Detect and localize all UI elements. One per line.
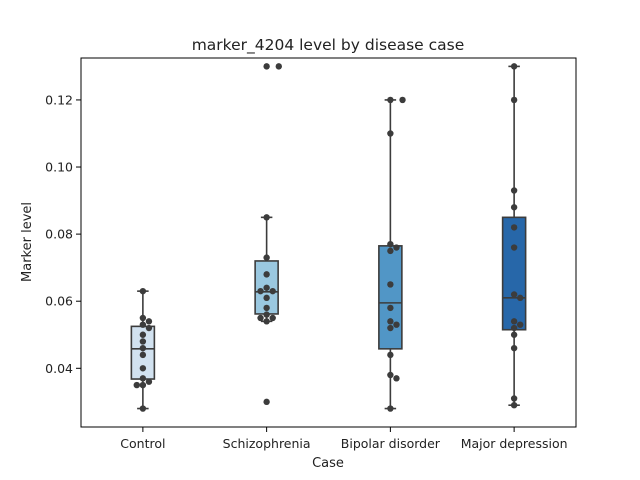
data-point (510, 224, 518, 231)
data-point (257, 287, 264, 295)
data-point (139, 375, 147, 382)
data-point (269, 314, 276, 322)
data-point (263, 318, 270, 325)
data-point (387, 281, 394, 288)
data-point (269, 287, 276, 295)
y-tick-label: 0.04 (45, 361, 73, 376)
data-point (393, 321, 400, 328)
data-point (510, 187, 518, 194)
data-point (263, 284, 270, 291)
data-point (263, 294, 270, 302)
data-point (510, 291, 518, 298)
y-tick-label: 0.06 (45, 294, 73, 309)
data-point (139, 351, 147, 359)
data-point (387, 405, 394, 412)
box-3 (378, 245, 403, 350)
x-axis-label: Case (312, 456, 344, 471)
data-point (510, 395, 518, 402)
data-point (387, 247, 394, 255)
data-point (510, 318, 518, 325)
x-tick-label: Bipolar disorder (341, 436, 441, 451)
data-point (510, 63, 518, 70)
data-point (139, 287, 147, 295)
data-point (139, 381, 147, 389)
data-point (517, 294, 524, 302)
data-point (387, 304, 394, 312)
data-point (510, 324, 518, 332)
data-point (145, 318, 153, 325)
data-point (510, 96, 518, 104)
y-tick-label: 0.10 (45, 160, 73, 175)
data-point (393, 375, 400, 382)
data-point (139, 321, 147, 328)
data-point (263, 254, 270, 261)
data-point (510, 331, 518, 338)
data-point (263, 311, 270, 318)
data-point (387, 96, 394, 104)
y-axis-label: Marker level (20, 202, 35, 282)
data-point (387, 240, 394, 248)
data-point (387, 351, 394, 359)
data-point (510, 204, 518, 211)
plot-frame (80, 57, 577, 428)
data-point (263, 63, 270, 70)
data-point (387, 318, 394, 325)
data-point (387, 371, 394, 379)
data-point (263, 304, 270, 312)
chart-title: marker_4204 level by disease case (192, 36, 465, 55)
plot-area (130, 63, 527, 412)
data-point (387, 130, 394, 137)
data-point (510, 244, 518, 251)
data-point (139, 314, 147, 322)
data-point (275, 63, 282, 70)
y-tick-label: 0.08 (45, 227, 73, 242)
x-tick-label: Control (120, 436, 165, 451)
x-tick-label: Schizophrenia (223, 436, 311, 451)
data-point (399, 96, 406, 104)
data-point (133, 381, 140, 389)
data-point (139, 405, 147, 412)
data-point (263, 398, 270, 406)
data-point (517, 321, 524, 328)
x-tick-label: Major depression (461, 436, 568, 451)
data-point (263, 214, 270, 221)
data-point (139, 338, 147, 345)
data-point (139, 331, 147, 338)
data-point (510, 344, 518, 352)
y-tick-label: 0.12 (45, 92, 73, 107)
data-point (510, 401, 518, 409)
data-point (393, 244, 400, 251)
axes: 0.04 0.06 0.08 0.10 0.12 Control Schizophrenia… (45, 92, 567, 451)
data-point (139, 365, 147, 372)
box-4 (501, 216, 527, 331)
data-point (257, 314, 264, 322)
data-point (145, 378, 153, 385)
data-point (263, 271, 270, 278)
data-point (145, 324, 153, 332)
data-point (387, 324, 394, 332)
data-point (139, 344, 147, 352)
